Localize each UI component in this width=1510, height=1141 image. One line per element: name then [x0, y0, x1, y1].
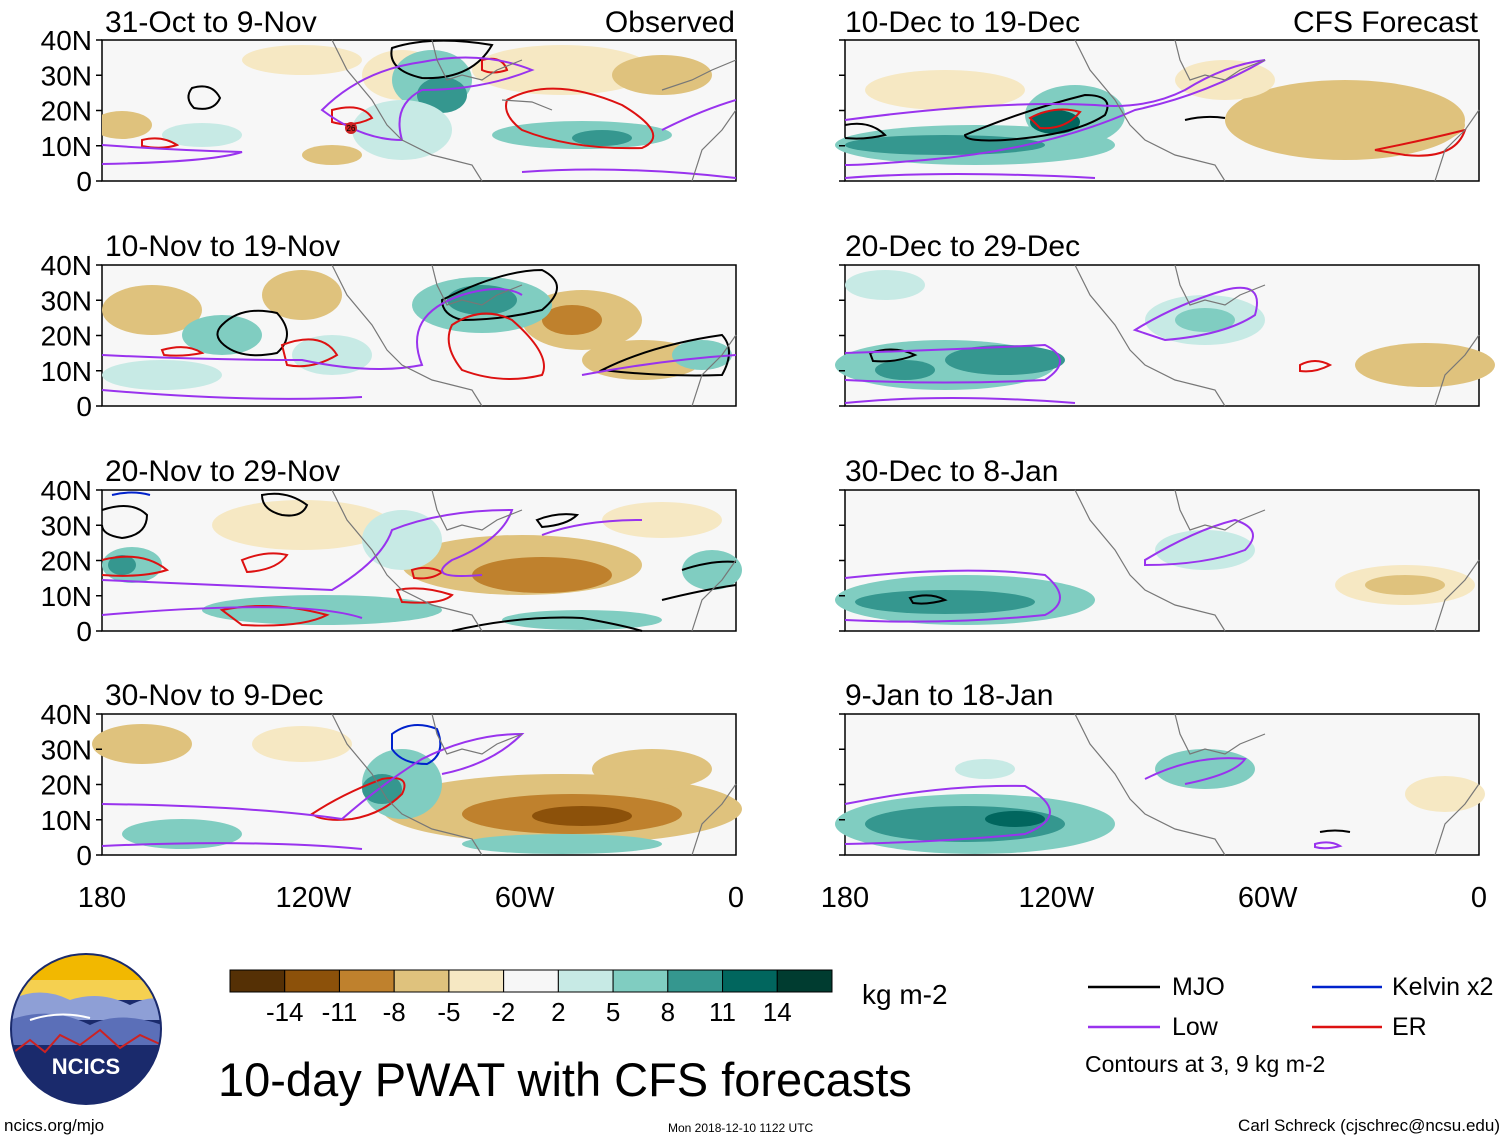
colorbar-swatch: [448, 969, 505, 993]
panel-forecast-4: [835, 713, 1485, 856]
lat-label: 40N: [41, 250, 92, 281]
lat-label: 20N: [41, 770, 92, 801]
colorbar-swatch: [612, 969, 669, 993]
lon-label: 0: [728, 882, 744, 914]
period-title-fc-1: 10-Dec to 19-Dec: [845, 6, 1080, 39]
period-title-fc-3: 30-Dec to 8-Jan: [845, 455, 1058, 488]
lat-label: 10N: [41, 356, 92, 387]
lon-label: 180: [821, 882, 869, 914]
lat-label: 10N: [41, 131, 92, 162]
lat-label: 30N: [41, 60, 92, 91]
panel-forecast-3: [835, 489, 1480, 632]
lat-label: 0: [76, 166, 92, 197]
colorbar-label: -14: [266, 997, 304, 1027]
lat-label: 10N: [41, 805, 92, 836]
lon-label: 120W: [275, 882, 351, 914]
colorbar-label: -8: [383, 997, 406, 1027]
colorbar-swatch: [393, 969, 450, 993]
storm-marker-label: 26: [347, 124, 356, 133]
legend-low-label: Low: [1172, 1013, 1219, 1041]
period-title-fc-2: 20-Dec to 29-Dec: [845, 230, 1080, 263]
lat-label: 20N: [41, 321, 92, 352]
period-title-obs-2: 10-Nov to 19-Nov: [105, 230, 340, 263]
lat-label: 20N: [41, 546, 92, 577]
colorbar: -14 -11 -8 -5 -2 2 5 8 11 14: [229, 969, 833, 1027]
lon-label: 60W: [1238, 882, 1298, 914]
colorbar-label: 8: [661, 997, 675, 1027]
colorbar-label: -11: [322, 997, 358, 1027]
storm-marker-icon: [345, 122, 357, 134]
figure-title: 10-day PWAT with CFS forecasts: [218, 1053, 912, 1106]
colorbar-swatch: [667, 969, 724, 993]
colorbar-swatch: [557, 969, 614, 993]
legend-note: Contours at 3, 9 kg m-2: [1085, 1051, 1325, 1077]
footer-author: Carl Schreck (cjschrec@ncsu.edu): [1238, 1116, 1500, 1135]
panel-forecast-2: [835, 264, 1495, 407]
lat-label: 20N: [41, 96, 92, 127]
ncics-logo: NCICS: [10, 953, 162, 1105]
panel-observed-1: 26: [101, 39, 737, 182]
panel-observed-4: [92, 713, 742, 856]
lon-label: 60W: [495, 882, 555, 914]
panel-forecast-1: [835, 39, 1480, 182]
period-title-fc-4: 9-Jan to 18-Jan: [845, 679, 1053, 712]
colorbar-label: 11: [709, 997, 736, 1027]
colorbar-label: 2: [551, 997, 565, 1027]
lon-label: 180: [78, 882, 126, 914]
colorbar-label: -5: [437, 997, 460, 1027]
colorbar-swatch: [503, 969, 559, 993]
colorbar-swatch: [229, 969, 286, 993]
observed-tag: Observed: [605, 6, 735, 39]
legend-mjo-label: MJO: [1172, 973, 1225, 1001]
forecast-tag: CFS Forecast: [1293, 6, 1479, 39]
lat-label: 40N: [41, 475, 92, 506]
logo-text: NCICS: [52, 1054, 120, 1079]
lat-label: 30N: [41, 734, 92, 765]
footer-url: ncics.org/mjo: [4, 1116, 104, 1135]
legend: MJO Kelvin x2 Low ER Contours at 3, 9 kg…: [1085, 973, 1493, 1077]
lon-label: 0: [1471, 882, 1487, 914]
colorbar-swatch: [722, 969, 778, 993]
legend-kelvin-label: Kelvin x2: [1392, 973, 1493, 1001]
lat-label: 40N: [41, 25, 92, 56]
footer-timestamp: Mon 2018-12-10 1122 UTC: [668, 1121, 814, 1135]
colorbar-swatch: [338, 969, 395, 993]
legend-er-label: ER: [1392, 1013, 1427, 1041]
colorbar-label: 5: [606, 997, 620, 1027]
colorbar-units: kg m-2: [862, 979, 948, 1010]
lat-label: 40N: [41, 699, 92, 730]
lat-label: 0: [76, 840, 92, 871]
colorbar-label: 14: [763, 997, 792, 1027]
panel-observed-3: [101, 489, 742, 632]
colorbar-swatch: [776, 969, 833, 993]
colorbar-label: -2: [492, 997, 515, 1027]
lat-label: 10N: [41, 581, 92, 612]
period-title-obs-3: 20-Nov to 29-Nov: [105, 455, 340, 488]
lat-label: 0: [76, 616, 92, 647]
lat-label: 0: [76, 391, 92, 422]
lon-label: 120W: [1018, 882, 1094, 914]
lat-label: 30N: [41, 510, 92, 541]
panel-observed-2: [101, 264, 737, 407]
colorbar-swatch: [284, 969, 340, 993]
period-title-obs-4: 30-Nov to 9-Dec: [105, 679, 323, 712]
lat-label: 30N: [41, 285, 92, 316]
period-title-obs-1: 31-Oct to 9-Nov: [105, 6, 317, 39]
